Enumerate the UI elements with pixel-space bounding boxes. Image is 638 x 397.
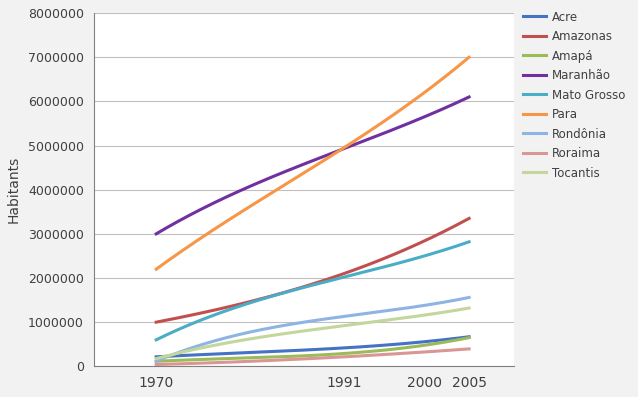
Amazonas: [338, 272, 345, 277]
Line: Rondônia: Rondônia: [156, 297, 469, 361]
Amapá: [338, 351, 345, 356]
Mato Grosso: [465, 239, 473, 244]
Line: Acre: Acre: [156, 337, 469, 357]
Rondônia: [465, 295, 473, 300]
Line: Maranhão: Maranhão: [156, 97, 469, 234]
Legend: Acre, Amazonas, Amapá, Maranhão, Mato Grosso, Para, Rondônia, Roraima, Tocantis: Acre, Amazonas, Amapá, Maranhão, Mato Gr…: [518, 6, 630, 184]
Mato Grosso: [153, 337, 161, 342]
Para: [436, 79, 443, 83]
Maranhão: [152, 231, 160, 236]
Maranhão: [339, 147, 346, 152]
Tocantis: [152, 356, 160, 361]
Maranhão: [344, 145, 352, 150]
Mato Grosso: [339, 275, 346, 280]
Tocantis: [465, 306, 473, 310]
Tocantis: [338, 324, 345, 328]
Roraima: [344, 354, 352, 359]
Maranhão: [153, 231, 161, 235]
Rondônia: [339, 314, 346, 319]
Roraima: [436, 349, 443, 353]
Rondônia: [338, 314, 345, 319]
Mato Grosso: [344, 274, 352, 279]
Tocantis: [344, 323, 352, 328]
Line: Roraima: Roraima: [156, 349, 469, 364]
Rondônia: [344, 314, 352, 318]
Amazonas: [339, 272, 346, 276]
Acre: [416, 340, 424, 345]
Rondônia: [152, 359, 160, 364]
Maranhão: [416, 116, 424, 121]
Amapá: [465, 335, 473, 340]
Acre: [153, 355, 161, 359]
Para: [416, 93, 424, 98]
Para: [152, 267, 160, 272]
Roraima: [416, 350, 424, 355]
Roraima: [153, 362, 161, 367]
Rondônia: [416, 304, 424, 308]
Tocantis: [436, 310, 443, 315]
Line: Amazonas: Amazonas: [156, 218, 469, 322]
Para: [344, 143, 352, 148]
Tocantis: [153, 356, 161, 361]
Maranhão: [465, 94, 473, 99]
Mato Grosso: [416, 255, 424, 260]
Tocantis: [339, 324, 346, 328]
Roraima: [339, 355, 346, 359]
Line: Tocantis: Tocantis: [156, 308, 469, 358]
Maranhão: [338, 147, 345, 152]
Amapá: [152, 359, 160, 364]
Rondônia: [436, 301, 443, 305]
Mato Grosso: [338, 276, 345, 280]
Mato Grosso: [436, 249, 443, 254]
Para: [153, 266, 161, 271]
Para: [465, 55, 473, 60]
Amazonas: [436, 231, 443, 236]
Tocantis: [416, 313, 424, 318]
Amazonas: [344, 270, 352, 275]
Acre: [465, 334, 473, 339]
Amazonas: [416, 241, 424, 245]
Line: Para: Para: [156, 57, 469, 269]
Line: Amapá: Amapá: [156, 337, 469, 361]
Roraima: [338, 355, 345, 359]
Acre: [339, 346, 346, 351]
Maranhão: [436, 108, 443, 113]
Mato Grosso: [152, 337, 160, 342]
Y-axis label: Habitants: Habitants: [7, 156, 21, 224]
Rondônia: [153, 358, 161, 363]
Para: [339, 146, 346, 151]
Amapá: [416, 343, 424, 348]
Roraima: [152, 362, 160, 367]
Amapá: [344, 351, 352, 356]
Acre: [338, 346, 345, 351]
Acre: [436, 338, 443, 343]
Para: [338, 147, 345, 152]
Line: Mato Grosso: Mato Grosso: [156, 242, 469, 340]
Amazonas: [152, 320, 160, 325]
Amapá: [436, 341, 443, 345]
Amapá: [339, 351, 346, 356]
Acre: [152, 355, 160, 359]
Amapá: [153, 359, 161, 364]
Acre: [344, 345, 352, 350]
Amazonas: [465, 216, 473, 221]
Amazonas: [153, 320, 161, 324]
Roraima: [465, 347, 473, 351]
